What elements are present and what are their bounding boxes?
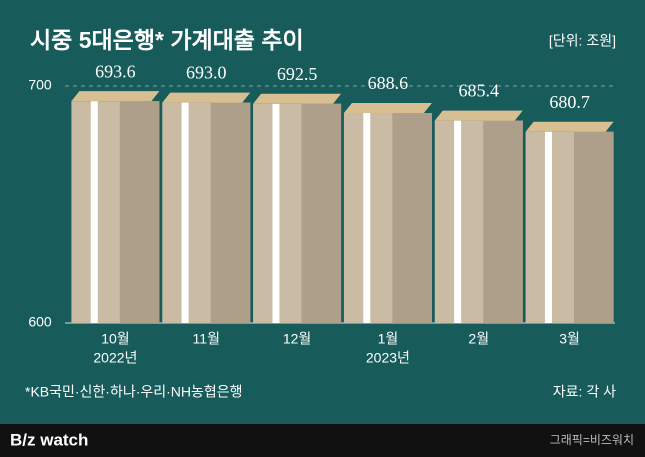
x-tick-label: 11월	[193, 331, 220, 347]
bar-top	[434, 110, 523, 121]
value-label: 688.6	[368, 73, 409, 93]
y-tick-label: 600	[28, 314, 52, 330]
x-tick-label: 3월	[559, 331, 580, 347]
bar-top	[71, 91, 160, 102]
bar-side	[483, 120, 523, 324]
bar-side	[392, 113, 432, 323]
chart-title: 시중 5대은행* 가계대출 추이	[30, 27, 304, 53]
bar-strap	[272, 103, 280, 324]
footnote: *KB국민·신한·하나·우리·NH농협은행	[25, 384, 243, 400]
bar-top	[343, 103, 432, 114]
x-tick-label: 12월	[283, 331, 311, 347]
bar-strap	[544, 131, 552, 323]
x-tick-label: 1월	[378, 331, 399, 347]
bar-strap	[363, 113, 371, 323]
bar-side	[301, 103, 342, 324]
unit-label: [단위: 조원]	[549, 33, 616, 49]
x-tick-sublabel: 2022년	[93, 350, 137, 366]
value-label: 693.0	[186, 63, 227, 83]
value-label: 685.4	[459, 81, 500, 101]
value-label: 680.7	[549, 92, 590, 112]
value-label: 692.5	[277, 64, 318, 84]
footer-bar	[0, 424, 645, 457]
bar-top	[162, 92, 251, 103]
brand-logo: B/z watch	[10, 430, 88, 449]
bar-top	[253, 93, 342, 104]
bar-top	[525, 121, 614, 132]
source: 자료: 각 사	[553, 384, 616, 400]
bar-strap	[454, 120, 462, 324]
bar-strap	[90, 101, 98, 323]
x-tick-sublabel: 2023년	[366, 350, 410, 366]
bar-side	[210, 102, 251, 323]
bar-side	[573, 131, 614, 323]
credit: 그래픽=비즈워치	[550, 433, 634, 447]
bar-strap	[181, 102, 189, 323]
y-tick-label: 700	[28, 77, 52, 93]
x-tick-label: 2월	[468, 331, 489, 347]
value-label: 693.6	[95, 61, 136, 81]
x-tick-label: 10월	[101, 331, 129, 347]
bar-side	[119, 101, 160, 323]
